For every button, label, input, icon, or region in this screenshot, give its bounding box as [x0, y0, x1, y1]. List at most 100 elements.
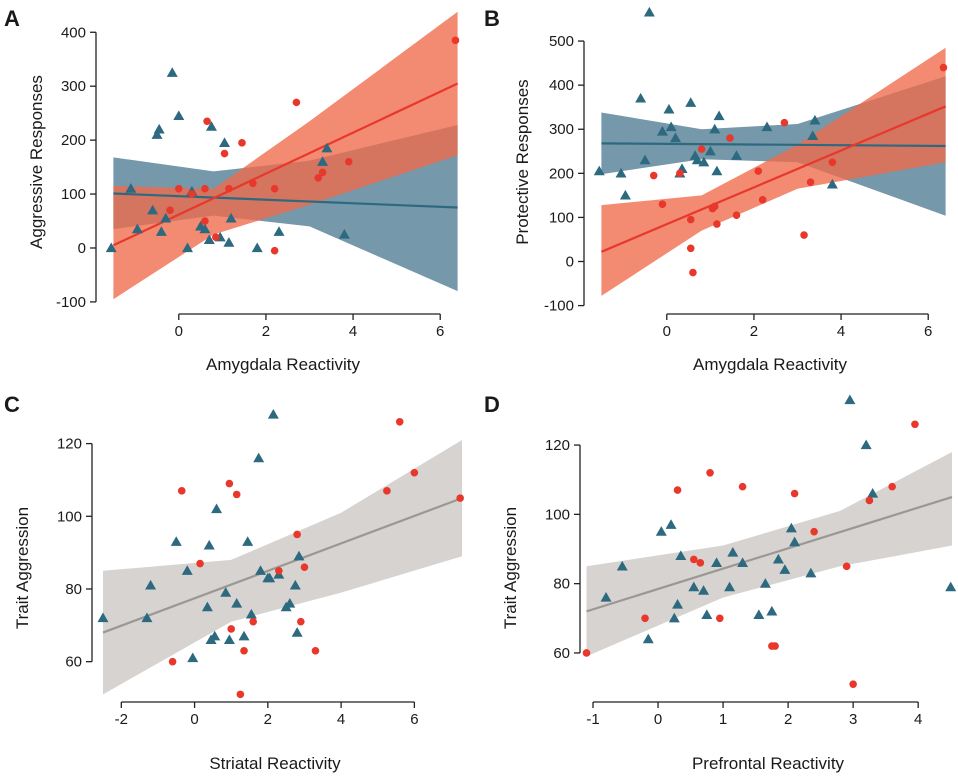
panel-b-point-triangle — [665, 121, 677, 132]
panel-d-point-triangle — [844, 394, 856, 405]
panel-d-point-circle — [716, 614, 724, 623]
panel-d-point-triangle — [766, 605, 778, 616]
panel-a-letter: A — [4, 6, 20, 31]
panel-b-ylabel: Protective Responses — [513, 79, 532, 244]
panel-a-point-circle — [166, 206, 174, 215]
panel-b-fit-line-0 — [601, 142, 946, 148]
panel-b-fit-line-1 — [601, 105, 947, 253]
panel-a-point-triangle — [131, 223, 143, 234]
panel-d-point-triangle — [616, 560, 628, 571]
panel-a-point-triangle — [166, 67, 178, 77]
panel-d-x-tick-label: 2 — [784, 711, 792, 728]
panel-d-point-triangle — [805, 567, 817, 578]
panel-c-point-triangle — [242, 536, 254, 546]
panel-b-point-circle — [658, 200, 667, 208]
panel-a-plot: -100 0 100 200 300 400 0 2 4 6 — [56, 11, 460, 340]
panel-b-point-triangle — [615, 167, 627, 178]
panel-a-point-triangle — [273, 226, 285, 236]
panel-a-ylabel: Aggressive Responses — [27, 75, 46, 249]
panel-c-point-circle — [232, 490, 241, 499]
panel-d-point-circle — [641, 614, 649, 623]
panel-d-point-triangle — [779, 564, 791, 574]
panel-a-x-tick-label: 0 — [175, 323, 183, 340]
panel-c-point-circle — [456, 494, 464, 502]
panel-d-point-triangle — [759, 578, 771, 588]
panel-d-ylabel: Trait Aggression — [501, 507, 520, 629]
panel-b-y-tick-label: 300 — [549, 121, 574, 138]
panel-c-point-circle — [225, 479, 234, 488]
panel-c-point-triangle — [284, 598, 296, 608]
panel-a-point-triangle — [317, 156, 329, 166]
panel-a-point-circle — [188, 190, 196, 198]
panel-d-point-triangle — [785, 522, 797, 533]
panel-b-point-triangle — [807, 130, 819, 140]
panel-d-point-circle — [673, 486, 682, 494]
panel-a-point-triangle — [219, 137, 231, 147]
panel-d-point-triangle — [672, 598, 684, 609]
panel-b-point-circle — [754, 167, 763, 175]
panel-c-point-triangle — [145, 579, 157, 590]
panel-c-point-triangle — [211, 503, 223, 514]
panel-c-point-circle — [249, 617, 257, 626]
panel-b-x-tick-label: 6 — [924, 323, 932, 340]
panel-d-point-triangle — [737, 557, 749, 567]
panel-c-point-triangle — [181, 565, 193, 575]
panel-d-point-circle — [690, 555, 698, 564]
panel-a-point-triangle — [199, 223, 211, 234]
panel-b-point-triangle — [709, 123, 721, 134]
panel-b-y-tick-label: 400 — [549, 77, 574, 94]
panel-b-point-circle — [689, 268, 697, 277]
panel-c-x-tick-label: 0 — [190, 711, 198, 728]
panel-c-x-tick-label: 6 — [410, 711, 418, 728]
panel-d-point-circle — [771, 642, 779, 650]
panel-b-point-triangle — [656, 125, 668, 136]
panel-c-point-circle — [236, 690, 245, 699]
panel-d-point-triangle — [772, 553, 784, 564]
panel-b-point-circle — [697, 145, 706, 153]
panel-b-point-triangle — [711, 165, 723, 176]
panel-a-y-tick-label: 0 — [78, 240, 86, 257]
panel-a-point-circle — [270, 184, 279, 193]
panel-c-point-triangle — [187, 652, 199, 663]
panel-d-point-circle — [888, 482, 896, 491]
panel-c-point-circle — [240, 646, 248, 655]
panel-a-point-triangle — [182, 242, 193, 253]
panel-b-point-triangle — [691, 154, 703, 165]
panel-b-x-tick-label: 4 — [837, 323, 845, 340]
panel-c: C 60 80 100 120 -2 0 2 4 6 Striatal Reactivity T… — [4, 392, 464, 773]
panel-c-fit-line-0 — [102, 497, 463, 634]
panel-a-point-triangle — [321, 142, 333, 153]
panel-c-point-circle — [300, 563, 309, 571]
panel-a: A -100 0 100 200 300 400 0 2 4 6 Amygdala Reactiv… — [4, 6, 460, 374]
panel-c-point-circle — [275, 567, 283, 575]
panel-c-point-circle — [311, 646, 320, 655]
panel-c-point-circle — [297, 617, 305, 626]
panel-a-point-triangle — [160, 212, 172, 223]
panel-b-plot: -100 0 100 200 300 400 500 0 2 4 6 — [544, 6, 948, 340]
panel-c-point-triangle — [255, 565, 267, 575]
panel-c-point-triangle — [170, 536, 182, 546]
panel-b-y-tick-label: 200 — [549, 165, 574, 182]
panel-b-confidence-band-1 — [601, 47, 946, 296]
panel-c-point-circle — [177, 487, 186, 495]
panel-a-point-circle — [292, 98, 301, 107]
panel-b-point-circle — [708, 204, 717, 213]
panel-d-point-triangle — [789, 536, 801, 547]
panel-a-point-triangle — [125, 183, 137, 193]
panel-c-point-circle — [383, 487, 391, 495]
panel-d-point-triangle — [655, 526, 667, 536]
panel-d-point-triangle — [665, 519, 677, 529]
panel-a-point-triangle — [105, 242, 117, 253]
panel-d-point-triangle — [642, 633, 654, 644]
panel-b-xlabel: Amygdala Reactivity — [693, 355, 848, 374]
panel-d-point-triangle — [668, 612, 680, 623]
panel-a-point-circle — [220, 149, 229, 158]
panel-a-point-triangle — [205, 121, 217, 131]
panel-b-point-triangle — [643, 6, 655, 17]
panel-a-x-tick-label: 4 — [349, 323, 357, 340]
panel-d-point-triangle — [675, 550, 687, 561]
panel-b-y-tick-label: 100 — [549, 209, 574, 226]
panel-d-point-circle — [696, 559, 705, 567]
panel-d-point-triangle — [867, 488, 879, 498]
